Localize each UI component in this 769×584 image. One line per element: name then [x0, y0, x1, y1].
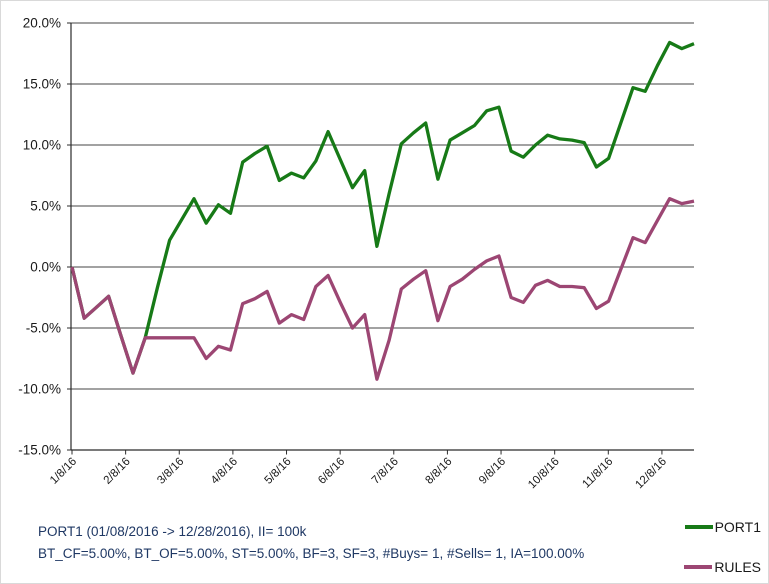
y-tick-label: 15.0% — [23, 77, 61, 92]
x-tick-label: 2/8/16 — [102, 456, 133, 487]
rules-line-swatch — [684, 565, 713, 569]
chart-footer: PORT1 (01/08/2016 -> 12/28/2016), II= 10… — [38, 521, 584, 564]
legend-item-port1: PORT1 — [684, 519, 761, 535]
y-tick-label: -15.0% — [18, 443, 61, 458]
x-tick-label: 5/8/16 — [263, 456, 294, 487]
x-tick-label: 9/8/16 — [477, 456, 508, 487]
y-tick-label: 20.0% — [23, 16, 61, 31]
y-tick-label: 0.0% — [30, 260, 61, 275]
x-tick-label: 11/8/16 — [580, 456, 615, 491]
legend-item-rules: RULES — [684, 559, 761, 575]
series-line-port1 — [70, 40, 695, 375]
x-tick-label: 12/8/16 — [633, 456, 669, 492]
y-tick-label: 10.0% — [23, 138, 61, 153]
y-tick-label: 5.0% — [30, 199, 61, 214]
y-tick-label: -5.0% — [26, 321, 61, 336]
x-tick-label: 6/8/16 — [316, 456, 347, 487]
x-tick-label: 10/8/16 — [526, 456, 562, 492]
footer-portfolio-summary: PORT1 (01/08/2016 -> 12/28/2016), II= 10… — [38, 524, 307, 539]
x-tick-label: 1/8/16 — [48, 456, 79, 487]
series-line-rules — [70, 197, 695, 381]
y-tick-label: -10.0% — [18, 382, 61, 397]
x-tick-label: 3/8/16 — [155, 456, 186, 487]
x-tick-label: 7/8/16 — [370, 456, 401, 487]
legend-label-rules: RULES — [714, 559, 761, 575]
footer-parameters: BT_CF=5.00%, BT_OF=5.00%, ST=5.00%, BF=3… — [38, 545, 585, 561]
x-tick-label: 4/8/16 — [209, 456, 240, 487]
legend-label-port1: PORT1 — [714, 519, 761, 535]
port1-line-swatch — [684, 525, 713, 529]
x-tick-label: 8/8/16 — [423, 456, 454, 487]
